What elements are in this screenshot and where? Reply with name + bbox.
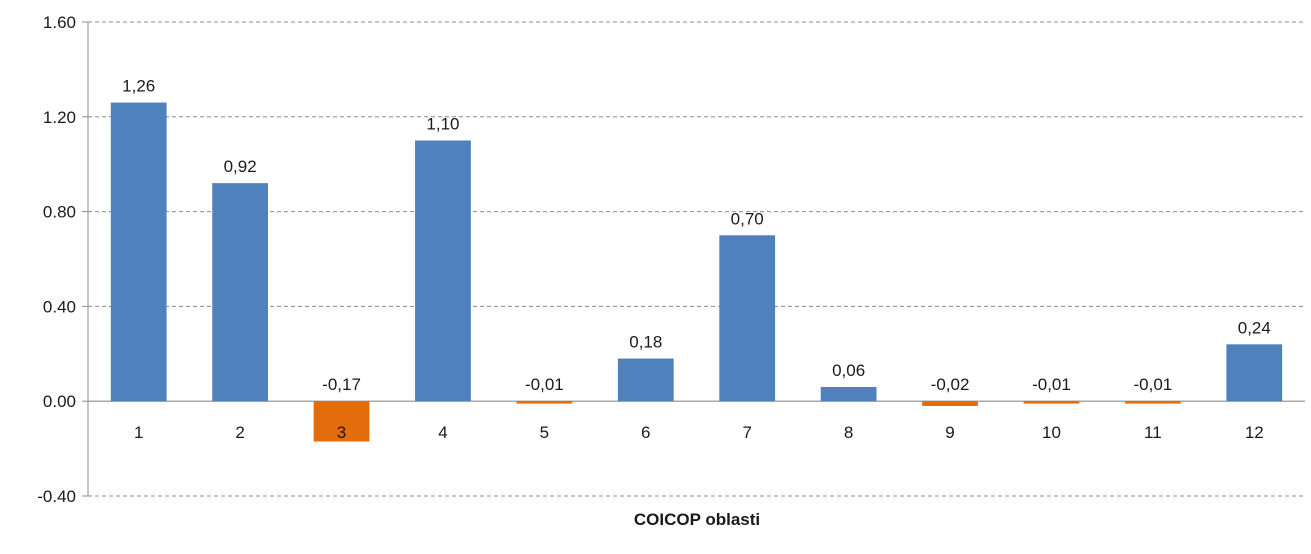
bar-12 [1226, 344, 1283, 402]
data-label-1: 1,26 [122, 77, 155, 96]
bar-4 [415, 140, 471, 402]
x-tick-label-8: 8 [844, 423, 853, 442]
data-label-12: 0,24 [1238, 318, 1271, 337]
data-labels: 1,26 0,92 -0,17 1,10 -0,01 0,18 0,70 0,06 -0,02 -… [122, 77, 1271, 395]
x-tick-label-9: 9 [945, 423, 954, 442]
y-tick-label: 1.20 [43, 108, 76, 127]
y-tick-label: -0.40 [37, 487, 76, 506]
data-label-4: 1,10 [426, 115, 459, 134]
y-tick-label: 0.80 [43, 203, 76, 222]
data-label-8: 0,06 [832, 361, 865, 380]
x-tick-label-5: 5 [540, 423, 549, 442]
bar-1 [110, 102, 167, 402]
tick-labels: -0.400.000.400.801.201.601 2 3 4 5 6 7 8 9 10 11 12 [37, 13, 1264, 506]
bar-10 [1023, 401, 1080, 404]
data-label-9: -0,02 [931, 375, 970, 394]
bars [110, 102, 1283, 442]
y-tick-label: 1.60 [43, 13, 76, 32]
bar-9 [922, 401, 978, 406]
bar-5 [516, 401, 573, 404]
x-tick-label-6: 6 [641, 423, 650, 442]
data-label-10: -0,01 [1032, 375, 1071, 394]
gridlines [88, 21, 1305, 497]
x-axis-title: COICOP oblasti [634, 510, 760, 529]
data-label-7: 0,70 [731, 209, 764, 228]
x-tick-label-1: 1 [134, 423, 143, 442]
bar-2 [212, 183, 269, 402]
data-label-3: -0,17 [322, 375, 361, 394]
data-label-2: 0,92 [224, 157, 257, 176]
data-label-5: -0,01 [525, 375, 564, 394]
x-tick-label-10: 10 [1042, 423, 1061, 442]
x-tick-label-11: 11 [1144, 423, 1162, 442]
x-tick-label-4: 4 [438, 423, 447, 442]
data-label-6: 0,18 [629, 333, 662, 352]
x-tick-label-2: 2 [235, 423, 244, 442]
x-tick-label-12: 12 [1245, 423, 1264, 442]
y-tick-label: 0.00 [43, 392, 76, 411]
bar-6 [617, 358, 674, 402]
bar-11 [1124, 401, 1181, 404]
data-label-11: -0,01 [1134, 375, 1173, 394]
x-tick-label-3: 3 [337, 423, 346, 442]
axes [82, 21, 1305, 497]
bar-3 [313, 401, 370, 442]
y-tick-label: 0.40 [43, 297, 76, 316]
x-tick-label-7: 7 [742, 423, 751, 442]
bar-7 [719, 235, 776, 402]
bar-8 [820, 386, 877, 402]
